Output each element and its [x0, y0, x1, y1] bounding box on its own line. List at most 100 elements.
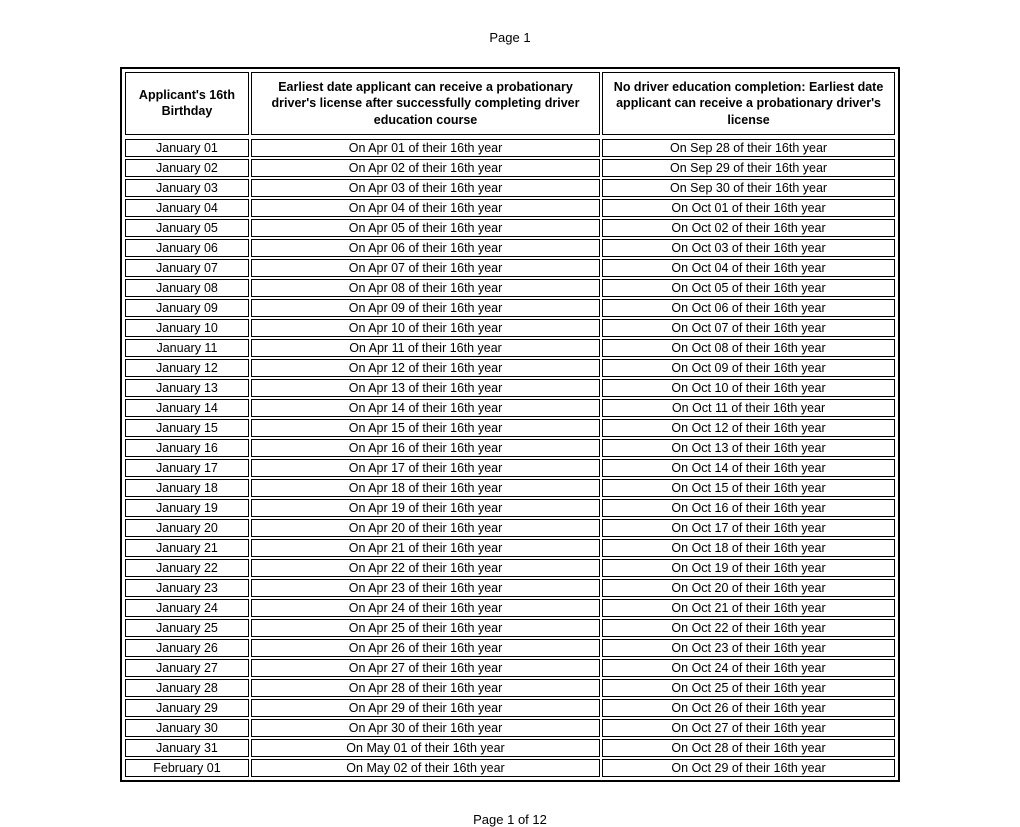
cell-no-course: On Oct 16 of their 16th year: [602, 499, 895, 517]
cell-with-course: On Apr 11 of their 16th year: [251, 339, 600, 357]
table-row: January 25On Apr 25 of their 16th yearOn…: [125, 619, 895, 637]
cell-birthday: January 01: [125, 139, 249, 157]
table-row: January 16On Apr 16 of their 16th yearOn…: [125, 439, 895, 457]
cell-no-course: On Oct 18 of their 16th year: [602, 539, 895, 557]
table-frame: Applicant's 16th Birthday Earliest date …: [120, 67, 900, 782]
cell-birthday: January 31: [125, 739, 249, 757]
cell-with-course: On Apr 10 of their 16th year: [251, 319, 600, 337]
cell-no-course: On Sep 28 of their 16th year: [602, 139, 895, 157]
cell-birthday: January 07: [125, 259, 249, 277]
cell-no-course: On Oct 04 of their 16th year: [602, 259, 895, 277]
table-row: January 18On Apr 18 of their 16th yearOn…: [125, 479, 895, 497]
table-row: January 12On Apr 12 of their 16th yearOn…: [125, 359, 895, 377]
header-table: Applicant's 16th Birthday Earliest date …: [123, 70, 897, 137]
cell-birthday: January 22: [125, 559, 249, 577]
cell-no-course: On Oct 29 of their 16th year: [602, 759, 895, 777]
cell-with-course: On Apr 26 of their 16th year: [251, 639, 600, 657]
table-row: January 21On Apr 21 of their 16th yearOn…: [125, 539, 895, 557]
cell-no-course: On Oct 15 of their 16th year: [602, 479, 895, 497]
page: Page 1 Applicant's 16th Birthday Earlies…: [0, 0, 1020, 788]
cell-birthday: January 26: [125, 639, 249, 657]
cell-birthday: January 03: [125, 179, 249, 197]
cell-with-course: On Apr 01 of their 16th year: [251, 139, 600, 157]
cell-no-course: On Oct 23 of their 16th year: [602, 639, 895, 657]
cell-no-course: On Oct 05 of their 16th year: [602, 279, 895, 297]
cell-birthday: January 11: [125, 339, 249, 357]
table-row: January 17On Apr 17 of their 16th yearOn…: [125, 459, 895, 477]
table-row: January 29On Apr 29 of their 16th yearOn…: [125, 699, 895, 717]
cell-no-course: On Oct 25 of their 16th year: [602, 679, 895, 697]
table-row: January 05On Apr 05 of their 16th yearOn…: [125, 219, 895, 237]
cell-no-course: On Oct 27 of their 16th year: [602, 719, 895, 737]
table-row: January 22On Apr 22 of their 16th yearOn…: [125, 559, 895, 577]
cell-with-course: On Apr 08 of their 16th year: [251, 279, 600, 297]
cell-birthday: January 14: [125, 399, 249, 417]
cell-with-course: On Apr 15 of their 16th year: [251, 419, 600, 437]
cell-no-course: On Oct 01 of their 16th year: [602, 199, 895, 217]
table-row: January 09On Apr 09 of their 16th yearOn…: [125, 299, 895, 317]
cell-no-course: On Oct 28 of their 16th year: [602, 739, 895, 757]
header-row: Applicant's 16th Birthday Earliest date …: [125, 72, 895, 135]
cell-birthday: January 13: [125, 379, 249, 397]
table-row: January 24On Apr 24 of their 16th yearOn…: [125, 599, 895, 617]
cell-with-course: On Apr 02 of their 16th year: [251, 159, 600, 177]
table-row: January 19On Apr 19 of their 16th yearOn…: [125, 499, 895, 517]
table-row: January 20On Apr 20 of their 16th yearOn…: [125, 519, 895, 537]
cell-birthday: January 23: [125, 579, 249, 597]
cell-with-course: On Apr 09 of their 16th year: [251, 299, 600, 317]
cell-with-course: On Apr 24 of their 16th year: [251, 599, 600, 617]
cell-no-course: On Oct 07 of their 16th year: [602, 319, 895, 337]
cell-with-course: On Apr 22 of their 16th year: [251, 559, 600, 577]
table-row: January 15On Apr 15 of their 16th yearOn…: [125, 419, 895, 437]
cell-no-course: On Oct 19 of their 16th year: [602, 559, 895, 577]
cell-no-course: On Oct 13 of their 16th year: [602, 439, 895, 457]
table-row: January 14On Apr 14 of their 16th yearOn…: [125, 399, 895, 417]
cell-no-course: On Sep 30 of their 16th year: [602, 179, 895, 197]
data-table: January 01On Apr 01 of their 16th yearOn…: [123, 137, 897, 779]
cell-birthday: January 25: [125, 619, 249, 637]
table-row: January 07On Apr 07 of their 16th yearOn…: [125, 259, 895, 277]
cell-birthday: January 29: [125, 699, 249, 717]
cell-birthday: January 30: [125, 719, 249, 737]
cell-no-course: On Oct 09 of their 16th year: [602, 359, 895, 377]
cell-with-course: On May 02 of their 16th year: [251, 759, 600, 777]
cell-with-course: On Apr 07 of their 16th year: [251, 259, 600, 277]
table-row: January 04On Apr 04 of their 16th yearOn…: [125, 199, 895, 217]
cell-no-course: On Oct 17 of their 16th year: [602, 519, 895, 537]
cell-birthday: January 15: [125, 419, 249, 437]
cell-with-course: On Apr 19 of their 16th year: [251, 499, 600, 517]
cell-birthday: January 05: [125, 219, 249, 237]
cell-birthday: January 24: [125, 599, 249, 617]
cell-birthday: February 01: [125, 759, 249, 777]
cell-no-course: On Oct 10 of their 16th year: [602, 379, 895, 397]
table-row: January 13On Apr 13 of their 16th yearOn…: [125, 379, 895, 397]
cell-with-course: On Apr 12 of their 16th year: [251, 359, 600, 377]
cell-with-course: On Apr 13 of their 16th year: [251, 379, 600, 397]
table-row: January 10On Apr 10 of their 16th yearOn…: [125, 319, 895, 337]
cell-with-course: On Apr 14 of their 16th year: [251, 399, 600, 417]
cell-with-course: On Apr 27 of their 16th year: [251, 659, 600, 677]
cell-birthday: January 19: [125, 499, 249, 517]
cell-with-course: On Apr 28 of their 16th year: [251, 679, 600, 697]
cell-no-course: On Oct 11 of their 16th year: [602, 399, 895, 417]
table-row: January 26On Apr 26 of their 16th yearOn…: [125, 639, 895, 657]
cell-no-course: On Oct 14 of their 16th year: [602, 459, 895, 477]
table-row: January 23On Apr 23 of their 16th yearOn…: [125, 579, 895, 597]
col-header-no-course: No driver education completion: Earliest…: [602, 72, 895, 135]
cell-birthday: January 20: [125, 519, 249, 537]
table-row: January 06On Apr 06 of their 16th yearOn…: [125, 239, 895, 257]
cell-no-course: On Oct 06 of their 16th year: [602, 299, 895, 317]
cell-with-course: On Apr 21 of their 16th year: [251, 539, 600, 557]
cell-no-course: On Sep 29 of their 16th year: [602, 159, 895, 177]
cell-with-course: On Apr 17 of their 16th year: [251, 459, 600, 477]
table-row: January 31On May 01 of their 16th yearOn…: [125, 739, 895, 757]
cell-with-course: On Apr 23 of their 16th year: [251, 579, 600, 597]
col-header-birthday: Applicant's 16th Birthday: [125, 72, 249, 135]
cell-with-course: On Apr 16 of their 16th year: [251, 439, 600, 457]
cell-with-course: On Apr 18 of their 16th year: [251, 479, 600, 497]
cell-birthday: January 04: [125, 199, 249, 217]
cell-with-course: On Apr 25 of their 16th year: [251, 619, 600, 637]
cell-no-course: On Oct 21 of their 16th year: [602, 599, 895, 617]
cell-birthday: January 10: [125, 319, 249, 337]
cell-birthday: January 16: [125, 439, 249, 457]
